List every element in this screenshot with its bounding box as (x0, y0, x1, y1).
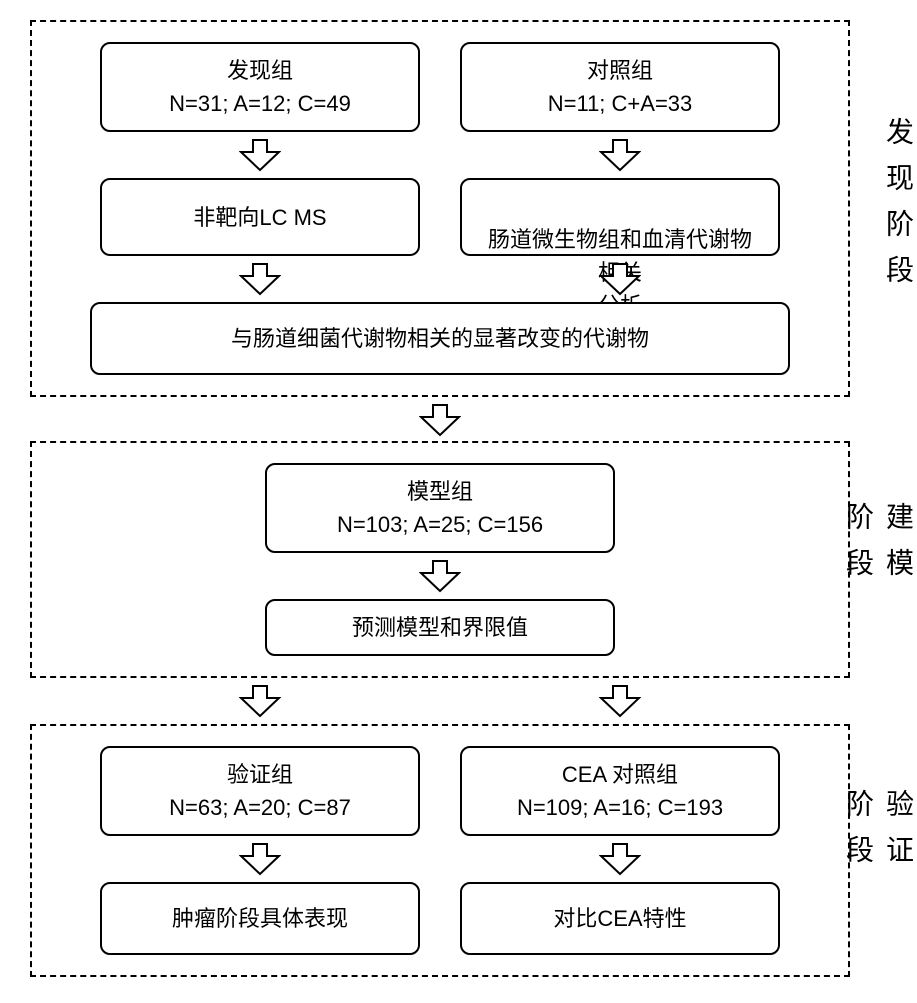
box-metabolites: 与肠道细菌代谢物相关的显著改变的代谢物 (90, 302, 790, 375)
box-discovery-group: 发现组 N=31; A=12; C=49 (100, 42, 420, 132)
arrow-v1 (100, 842, 420, 876)
box-predict: 预测模型和界限值 (265, 599, 615, 656)
phase-label-discovery: 发现阶段 (878, 117, 917, 301)
model-group-sub: N=103; A=25; C=156 (285, 508, 595, 541)
arrow-d2 (460, 138, 780, 172)
box-compare: 对比CEA特性 (460, 882, 780, 955)
arrow-d3 (100, 262, 420, 296)
control-group-sub: N=11; C+A=33 (480, 87, 760, 120)
discovery-group-title: 发现组 (120, 54, 400, 87)
box-model-group: 模型组 N=103; A=25; C=156 (265, 463, 615, 553)
tumor-text: 肿瘤阶段具体表现 (172, 906, 348, 931)
arrow-between-1 (30, 403, 850, 437)
box-validation-group: 验证组 N=63; A=20; C=87 (100, 746, 420, 836)
arrow-between-2a (100, 684, 420, 718)
box-tumor: 肿瘤阶段具体表现 (100, 882, 420, 955)
phase-label-validation: 验证阶段 (838, 788, 917, 913)
box-lcms: 非靶向LC MS (100, 178, 420, 256)
arrow-d4 (460, 262, 780, 296)
control-group-title: 对照组 (480, 54, 760, 87)
discovery-group-sub: N=31; A=12; C=49 (120, 87, 400, 120)
validation-group-sub: N=63; A=20; C=87 (120, 791, 400, 824)
box-cea-group: CEA 对照组 N=109; A=16; C=193 (460, 746, 780, 836)
model-group-title: 模型组 (285, 475, 595, 508)
arrow-d1 (100, 138, 420, 172)
cea-group-sub: N=109; A=16; C=193 (480, 791, 760, 824)
box-control-group: 对照组 N=11; C+A=33 (460, 42, 780, 132)
metabolites-text: 与肠道细菌代谢物相关的显著改变的代谢物 (231, 326, 649, 351)
phase-modeling: 建模阶段 模型组 N=103; A=25; C=156 预测模型和界限值 (30, 441, 850, 678)
phase-validation: 验证阶段 验证组 N=63; A=20; C=87 CEA 对照组 N=109;… (30, 724, 850, 977)
predict-text: 预测模型和界限值 (352, 615, 528, 640)
arrow-m1 (52, 559, 828, 593)
box-microbiome: 肠道微生物组和血清代谢物相关 分析 (460, 178, 780, 256)
cea-group-title: CEA 对照组 (480, 758, 760, 791)
arrow-v2 (460, 842, 780, 876)
compare-text: 对比CEA特性 (553, 906, 686, 931)
lcms-text: 非靶向LC MS (193, 201, 326, 234)
phase-label-modeling: 建模阶段 (838, 501, 917, 618)
validation-group-title: 验证组 (120, 758, 400, 791)
arrow-between-2b (460, 684, 780, 718)
phase-discovery: 发现阶段 发现组 N=31; A=12; C=49 对照组 N=11; C+A=… (30, 20, 850, 397)
